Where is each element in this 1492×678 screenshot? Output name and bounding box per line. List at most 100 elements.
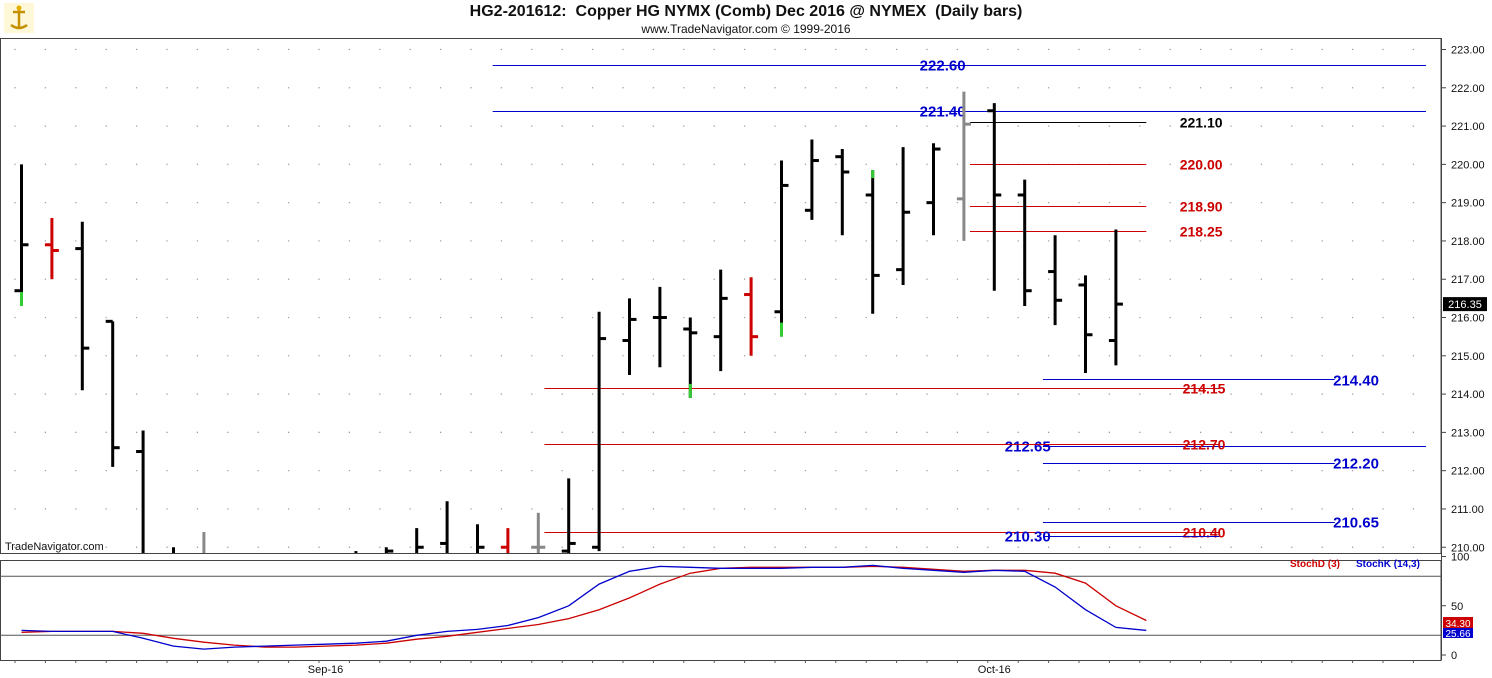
grid-dot (622, 240, 624, 242)
grid-dot (926, 240, 928, 242)
grid-dot (1382, 87, 1384, 89)
level-label: 212.65 (1005, 439, 1051, 456)
grid-dot (1260, 163, 1263, 166)
grid-dot (683, 87, 685, 89)
grid-dot (318, 316, 320, 319)
grid-dot (287, 316, 290, 319)
level-label: 221.40 (920, 104, 966, 121)
grid-dot (622, 87, 624, 89)
grid-dot (804, 431, 807, 434)
grid-dot (1351, 201, 1354, 204)
grid-dot (196, 316, 199, 319)
grid-dot (166, 48, 168, 51)
grid-dot (75, 431, 77, 434)
grid-dot (591, 508, 594, 510)
grid-dot (227, 87, 229, 89)
grid-dot (105, 240, 107, 242)
grid-dot (1351, 48, 1354, 51)
grid-dot (1412, 316, 1415, 319)
grid-dot (166, 125, 168, 127)
grid-dot (75, 316, 77, 319)
grid-dot (804, 469, 807, 472)
grid-dot (1260, 48, 1263, 51)
grid-dot (44, 201, 47, 204)
price-tick-label: 212.00 (1451, 466, 1485, 478)
grid-dot (1351, 508, 1354, 510)
grid-dot (1351, 546, 1354, 548)
grid-dot (1139, 240, 1141, 242)
grid-dot (14, 431, 16, 434)
grid-dot (1351, 87, 1354, 89)
grid-dot (1199, 355, 1202, 357)
grid-dot (713, 87, 715, 89)
grid-dot (1108, 393, 1111, 395)
grid-dot (196, 278, 199, 280)
grid-dot (683, 316, 685, 319)
grid-dot (500, 431, 503, 434)
grid-dot (531, 469, 533, 472)
grid-dot (1169, 508, 1171, 510)
grid-dot (1108, 48, 1111, 51)
grid-dot (895, 240, 898, 242)
grid-dot (895, 201, 898, 204)
grid-dot (743, 240, 746, 242)
grid-dot (287, 48, 290, 51)
grid-dot (1351, 163, 1354, 166)
grid-dot (14, 240, 16, 242)
grid-dot (561, 393, 563, 395)
grid-dot (713, 201, 715, 204)
grid-dot (439, 163, 442, 166)
grid-dot (683, 201, 685, 204)
grid-dot (75, 278, 77, 280)
stoch-d-legend: StochD (3) (1290, 559, 1340, 570)
grid-dot (683, 508, 685, 510)
grid-dot (926, 469, 928, 472)
grid-dot (44, 316, 47, 319)
grid-dot (257, 431, 259, 434)
grid-dot (1321, 240, 1323, 242)
grid-dot (743, 508, 746, 510)
grid-dot (44, 87, 47, 89)
chart-subtitle: www.TradeNavigator.com © 1999-2016 (641, 22, 851, 36)
grid-dot (1291, 355, 1293, 357)
grid-dot (1260, 469, 1263, 472)
grid-dot (1321, 125, 1323, 127)
grid-dot (835, 355, 837, 357)
grid-dot (318, 240, 320, 242)
grid-dot (835, 125, 837, 127)
grid-dot (1321, 469, 1323, 472)
grid-dot (622, 163, 624, 166)
grid-dot (1169, 87, 1171, 89)
grid-dot (44, 240, 47, 242)
grid-dot (409, 87, 411, 89)
grid-dot (1321, 201, 1323, 204)
price-levels: 222.60 221.40 221.10 220.00 218.90 218.25 214.… (492, 58, 1426, 546)
grid-dot (1139, 278, 1141, 280)
level-label: 210.30 (1005, 529, 1051, 546)
grid-dot (14, 125, 16, 127)
grid-dot (1230, 163, 1232, 166)
grid-dot (1412, 125, 1415, 127)
grid-dot (835, 508, 837, 510)
grid-dot (1382, 508, 1384, 510)
grid-dot (1078, 87, 1080, 89)
grid-dot (1230, 316, 1232, 319)
grid-dot (470, 48, 472, 51)
grid-dot (257, 355, 259, 357)
grid-dot (1047, 87, 1050, 89)
grid-dot (743, 163, 746, 166)
grid-dot (835, 240, 837, 242)
grid-dot (895, 469, 898, 472)
grid-dot (439, 125, 442, 127)
grid-dot (1412, 355, 1415, 357)
grid-dot (500, 316, 503, 319)
grid-dot (1291, 546, 1293, 548)
grid-dot (895, 278, 898, 280)
grid-dot (895, 163, 898, 166)
grid-dot (1047, 48, 1050, 51)
grid-dot (287, 201, 290, 204)
grid-dot (318, 393, 320, 395)
grid-dot (865, 278, 867, 280)
grid-dot (227, 240, 229, 242)
